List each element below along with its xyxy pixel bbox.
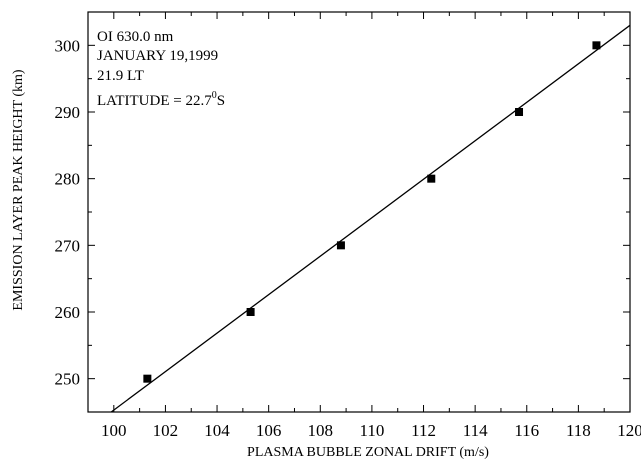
data-point-5 [515, 108, 524, 116]
y-tick-label: 270 [55, 236, 81, 255]
x-axis-title: PLASMA BUBBLE ZONAL DRIFT (m/s) [247, 445, 489, 460]
data-point-3 [336, 241, 345, 250]
x-tick-label: 106 [256, 421, 282, 440]
annotation-wavelength: OI 630.0 nm [97, 29, 174, 45]
y-tick-label: 290 [55, 103, 81, 122]
plot-frame [87, 11, 631, 413]
y-axis-title: EMISSION LAYER PEAK HEIGHT (km) [11, 69, 26, 310]
data-point-4 [427, 174, 436, 183]
x-tick-label: 108 [308, 421, 334, 440]
x-tick-label: 114 [463, 421, 488, 440]
x-tick-label: 102 [153, 421, 179, 440]
annotation-local-time: 21.9 LT [97, 68, 144, 84]
x-tick-label: 112 [411, 421, 436, 440]
x-tick-label: 104 [204, 421, 230, 440]
x-tick-label: 100 [101, 421, 127, 440]
y-tick-label: 300 [55, 36, 81, 55]
data-point-6 [592, 41, 601, 50]
x-tick-label: 118 [566, 421, 591, 440]
y-tick-label: 260 [55, 303, 81, 322]
annotation-latitude: LATITUDE = 22.70S [97, 90, 225, 109]
x-tick-label: 120 [617, 421, 641, 440]
annotation-latitude-degree: 0 [212, 90, 217, 101]
data-point-1 [143, 374, 152, 383]
data-point-2 [246, 308, 255, 316]
fit-line-layer [110, 24, 630, 412]
x-tick-label: 116 [514, 421, 539, 440]
data-points [143, 41, 601, 383]
annotation-latitude-main: LATITUDE = 22.7 [97, 93, 212, 109]
annotation-block: OI 630.0 nm JANUARY 19,1999 21.9 LT LATI… [97, 29, 225, 109]
annotation-latitude-hemisphere: S [217, 93, 225, 109]
y-tick-label: 280 [55, 170, 81, 189]
linear-fit-line [110, 24, 630, 412]
axis-ticks: 100 102 104 106 108 110 112 114 116 118 120 250 260 2… [55, 11, 641, 440]
x-tick-label: 110 [359, 421, 384, 440]
annotation-date: JANUARY 19,1999 [97, 48, 218, 64]
y-tick-label: 250 [55, 370, 81, 389]
